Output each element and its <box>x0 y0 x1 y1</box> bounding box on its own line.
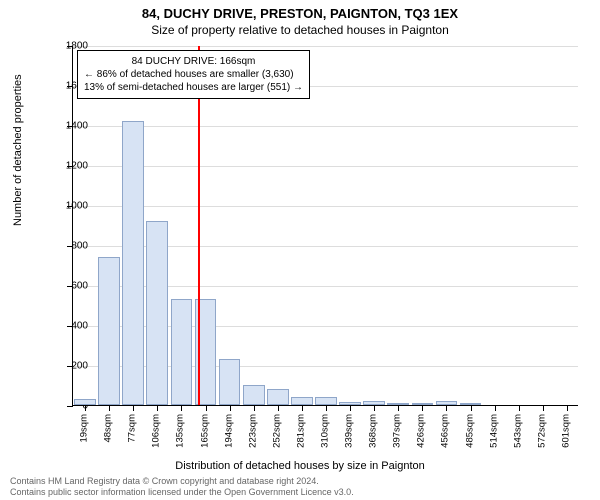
x-tick-label: 514sqm <box>488 414 499 448</box>
x-tick-label: 426sqm <box>416 414 427 448</box>
bar <box>436 401 458 405</box>
x-tick-label: 165sqm <box>199 414 210 448</box>
x-tick-label: 397sqm <box>392 414 403 448</box>
x-tick-label: 48sqm <box>103 414 114 443</box>
footer: Contains HM Land Registry data © Crown c… <box>10 476 354 498</box>
footer-line-1: Contains HM Land Registry data © Crown c… <box>10 476 354 487</box>
x-tick-label: 135sqm <box>175 414 186 448</box>
bar <box>122 121 144 405</box>
footer-line-2: Contains public sector information licen… <box>10 487 354 498</box>
info-box: 84 DUCHY DRIVE: 166sqm ← 86% of detached… <box>77 50 310 99</box>
bar <box>243 385 265 405</box>
x-tick-label: 77sqm <box>127 414 138 443</box>
x-tick-label: 485sqm <box>464 414 475 448</box>
info-line-2: ← 86% of detached houses are smaller (3,… <box>84 68 303 81</box>
bar <box>291 397 313 405</box>
x-axis-title: Distribution of detached houses by size … <box>0 460 600 472</box>
bar <box>219 359 241 405</box>
info-line-1: 84 DUCHY DRIVE: 166sqm <box>84 55 303 68</box>
bar <box>171 299 193 405</box>
x-tick-label: 310sqm <box>320 414 331 448</box>
page-subtitle: Size of property relative to detached ho… <box>0 23 600 37</box>
bars-group <box>73 46 578 405</box>
bar <box>387 403 409 405</box>
x-tick-label: 339sqm <box>344 414 355 448</box>
bar <box>363 401 385 405</box>
info-line-3: 13% of semi-detached houses are larger (… <box>84 81 303 94</box>
bar <box>74 399 96 405</box>
x-tick-label: 19sqm <box>79 414 90 443</box>
x-tick-label: 572sqm <box>536 414 547 448</box>
x-tick-label: 368sqm <box>368 414 379 448</box>
x-tick-label: 543sqm <box>512 414 523 448</box>
bar <box>412 403 434 405</box>
bar <box>315 397 337 405</box>
bar <box>146 221 168 405</box>
x-tick-label: 252sqm <box>271 414 282 448</box>
page-title: 84, DUCHY DRIVE, PRESTON, PAIGNTON, TQ3 … <box>0 0 600 21</box>
reference-line <box>198 46 200 405</box>
x-tick-label: 223sqm <box>247 414 258 448</box>
x-tick-label: 456sqm <box>440 414 451 448</box>
x-tick-label: 194sqm <box>223 414 234 448</box>
x-tick-label: 601sqm <box>560 414 571 448</box>
x-tick-label: 281sqm <box>295 414 306 448</box>
bar <box>98 257 120 405</box>
y-axis-title: Number of detached properties <box>12 74 24 226</box>
bar <box>460 403 482 405</box>
chart-container: 84, DUCHY DRIVE, PRESTON, PAIGNTON, TQ3 … <box>0 0 600 500</box>
bar <box>267 389 289 405</box>
plot-area: 84 DUCHY DRIVE: 166sqm ← 86% of detached… <box>72 46 578 406</box>
bar <box>339 402 361 405</box>
x-tick-label: 106sqm <box>151 414 162 448</box>
